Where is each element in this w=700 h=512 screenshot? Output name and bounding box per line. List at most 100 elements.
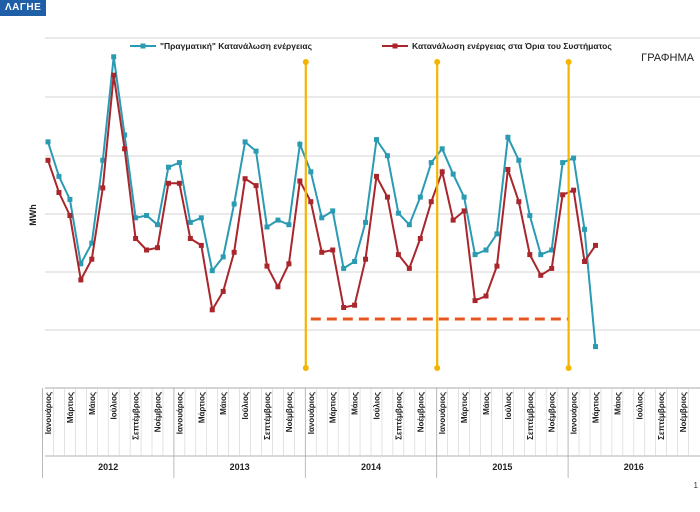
series-1-point — [242, 139, 248, 145]
series-2-point — [187, 236, 193, 241]
series-1-point — [352, 259, 358, 264]
series-1-point — [122, 132, 128, 138]
series-2-point — [56, 190, 62, 195]
series-2-point — [308, 199, 314, 205]
x-month-label: Μάρτιος — [460, 392, 469, 423]
series-2-point — [363, 256, 369, 262]
x-month-label: Μάρτιος — [592, 392, 601, 423]
series-1-point — [264, 224, 270, 230]
series-2-point — [253, 183, 259, 189]
series-2-point — [122, 146, 128, 152]
x-month-label: Ιούλιος — [110, 392, 119, 419]
series-1-point — [472, 252, 478, 258]
series-1-point — [187, 219, 193, 225]
series-2-point — [242, 176, 248, 182]
series-1-point — [439, 146, 445, 152]
series-2-point — [549, 265, 555, 271]
series-2-point — [582, 259, 588, 264]
x-month-label: Μάιος — [482, 392, 491, 415]
series-1-point — [100, 157, 106, 163]
x-year-label: 2012 — [98, 462, 118, 472]
series-1-point — [231, 201, 237, 207]
series-2-point — [330, 247, 336, 253]
x-month-label: Σεπτέμβριος — [394, 392, 403, 440]
x-month-label: Σεπτέμβριος — [263, 392, 272, 440]
series-2-point — [89, 256, 95, 262]
series-2-point — [593, 242, 598, 248]
series-2-point — [319, 249, 325, 255]
series-2-point — [264, 263, 270, 269]
series-1-point — [220, 254, 226, 260]
x-axis: Ιανουάριος Μάρτιος Μάιος Ιούλιος Σεπτέμβριος… — [42, 387, 700, 478]
series-2-point — [111, 72, 117, 78]
series-1-point — [155, 222, 160, 228]
vertical-marker-bottom-dot — [434, 365, 441, 371]
x-month-label: Μάιος — [219, 392, 228, 415]
series-1-point — [253, 148, 259, 154]
series-1-point — [505, 134, 511, 140]
chart-tag-label: ΓΡΑΦΗΜΑ — [641, 52, 694, 64]
x-year-label: 2013 — [230, 462, 250, 472]
legend-entry-label: Κατανάλωση ενέργειας στα Όρια του Συστήμ… — [412, 41, 612, 51]
series-1-point — [483, 247, 489, 253]
series-1-point — [209, 268, 215, 274]
series-2-point — [461, 208, 467, 214]
series-2-point — [352, 302, 358, 308]
series-1-point — [406, 222, 412, 228]
x-month-label: Ιανουάριος — [44, 392, 53, 434]
page-corner-mark: 1 — [693, 481, 698, 490]
series-1-point — [297, 141, 303, 147]
series-1-point — [428, 160, 434, 166]
series-1-point — [549, 247, 555, 253]
series-1-point — [133, 215, 139, 221]
series-2-point — [78, 277, 84, 283]
series-1-point — [494, 231, 500, 237]
vertical-marker-bottom-dot — [565, 365, 572, 371]
series-2-point — [472, 298, 478, 304]
series-2-point — [286, 261, 292, 267]
series-1-point — [593, 344, 598, 350]
series-2-point — [275, 284, 281, 290]
series-1-point — [363, 219, 369, 225]
series-2-point — [406, 265, 412, 271]
series-2-point — [483, 293, 489, 299]
series-2-point — [165, 180, 171, 186]
series-1-point — [111, 54, 117, 60]
vertical-marker-bottom-dot — [302, 365, 309, 371]
series-1-point — [45, 139, 51, 145]
x-month-label: Μάρτιος — [197, 392, 206, 423]
series-2-point — [133, 236, 139, 241]
series-1-point — [78, 261, 84, 267]
legend-swatch-marker — [392, 43, 398, 49]
series-line-2 — [47, 75, 597, 313]
series-1-point — [198, 215, 204, 221]
series-2-point — [450, 217, 456, 223]
series-2-point — [571, 187, 577, 193]
series-1-point — [461, 194, 467, 200]
series-1-point — [538, 252, 544, 258]
series-2-point — [417, 236, 423, 241]
series-1-point — [165, 164, 171, 170]
x-month-label: Ιανουάριος — [438, 392, 447, 434]
series-1-point — [560, 160, 566, 166]
series-2-point — [144, 247, 150, 253]
series-2-point — [505, 167, 511, 172]
series-1-point — [571, 155, 577, 161]
x-month-label: Νοέμβριος — [548, 392, 557, 432]
series-1-point — [319, 215, 325, 221]
vertical-marker-top-dot — [434, 59, 441, 65]
x-month-label: Σεπτέμβριος — [132, 392, 141, 440]
legend-entry-label: "Πραγματική" Κατανάλωση ενέργειας — [160, 41, 313, 51]
x-month-label: Ιούλιος — [504, 392, 513, 419]
series-2-point — [516, 199, 522, 205]
series-2-point — [341, 305, 347, 310]
series-1-point — [67, 196, 73, 202]
series-2-point — [176, 180, 182, 186]
x-month-label: Σεπτέμβριος — [657, 392, 666, 440]
x-month-label: Ιανουάριος — [307, 392, 316, 434]
x-year-label: 2016 — [624, 462, 644, 472]
series-2-point — [384, 194, 390, 200]
series-2-point — [395, 252, 401, 258]
x-month-label: Μάιος — [351, 392, 360, 415]
series-1-point — [144, 213, 150, 218]
